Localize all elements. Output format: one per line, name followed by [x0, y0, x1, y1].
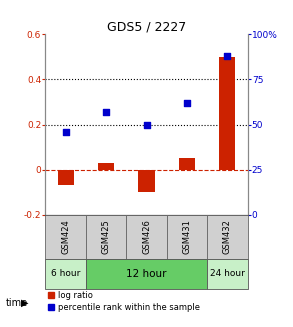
Text: 12 hour: 12 hour [126, 269, 167, 279]
Text: GSM425: GSM425 [102, 219, 110, 254]
Bar [86, 259, 207, 289]
Bar [179, 158, 195, 170]
Text: ▶: ▶ [21, 298, 29, 308]
Point [225, 53, 230, 59]
Text: 6 hour: 6 hour [51, 269, 80, 278]
Text: GSM432: GSM432 [223, 219, 232, 254]
Bar [98, 163, 114, 170]
Text: time: time [6, 298, 28, 308]
Bar [45, 259, 86, 289]
Bar [86, 215, 126, 259]
Bar [207, 215, 248, 259]
Legend: log ratio, percentile rank within the sample: log ratio, percentile rank within the sa… [47, 291, 200, 312]
Text: GSM424: GSM424 [61, 219, 70, 254]
Text: 24 hour: 24 hour [210, 269, 245, 278]
Point [144, 122, 149, 127]
Bar [219, 57, 236, 170]
Bar [126, 215, 167, 259]
Bar [207, 259, 248, 289]
Text: GSM431: GSM431 [183, 219, 191, 254]
Bar [138, 170, 155, 192]
Point [63, 129, 68, 134]
Bar [45, 215, 86, 259]
Title: GDS5 / 2227: GDS5 / 2227 [107, 20, 186, 33]
Bar [57, 170, 74, 185]
Point [185, 100, 189, 106]
Bar [167, 215, 207, 259]
Text: GSM426: GSM426 [142, 219, 151, 254]
Point [104, 109, 108, 114]
